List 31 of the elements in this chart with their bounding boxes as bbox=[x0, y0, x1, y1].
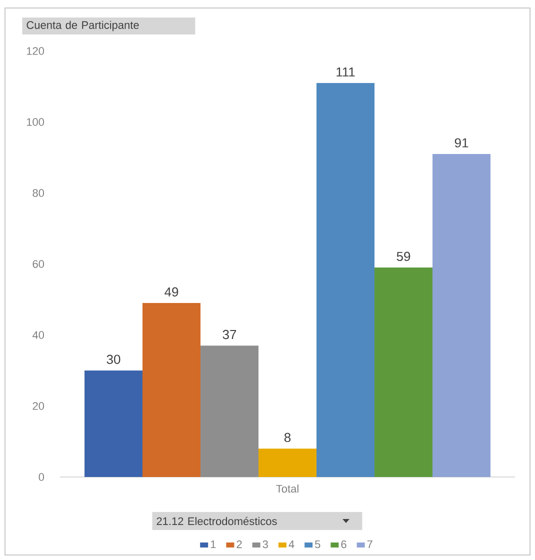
y-tick-label: 40 bbox=[32, 331, 44, 339]
data-label: 37 bbox=[222, 330, 236, 340]
y-tick-label: 0 bbox=[38, 473, 44, 481]
data-label: 91 bbox=[454, 138, 468, 148]
legend-label: 2 bbox=[236, 540, 242, 548]
y-axis-title: Cuenta de Participante bbox=[26, 20, 139, 32]
legend-label: 6 bbox=[341, 540, 346, 548]
legend-label: 4 bbox=[288, 540, 294, 548]
bar bbox=[432, 154, 490, 477]
bar bbox=[142, 303, 200, 477]
y-tick-label: 60 bbox=[32, 260, 44, 268]
data-label: 49 bbox=[164, 287, 178, 297]
legend-title: 21.12 Electrodomésticos bbox=[156, 516, 277, 526]
bar bbox=[200, 346, 258, 477]
bar bbox=[316, 82, 374, 477]
y-tick-label: 80 bbox=[32, 189, 44, 197]
data-label: 30 bbox=[106, 354, 120, 364]
legend-label: 1 bbox=[210, 540, 216, 548]
bar bbox=[374, 268, 432, 477]
bar bbox=[84, 370, 142, 477]
data-label: 59 bbox=[396, 252, 410, 262]
data-label: 111 bbox=[336, 67, 355, 76]
y-tick-label: 120 bbox=[26, 47, 44, 55]
legend-label: 3 bbox=[262, 540, 268, 548]
legend-label: 5 bbox=[314, 540, 320, 548]
data-label: 8 bbox=[284, 432, 291, 442]
legend-label: 7 bbox=[367, 540, 372, 548]
y-tick-label: 20 bbox=[32, 402, 44, 410]
x-tick-label: Total bbox=[276, 484, 298, 493]
bar bbox=[258, 448, 316, 477]
y-tick-label: 100 bbox=[26, 118, 44, 126]
